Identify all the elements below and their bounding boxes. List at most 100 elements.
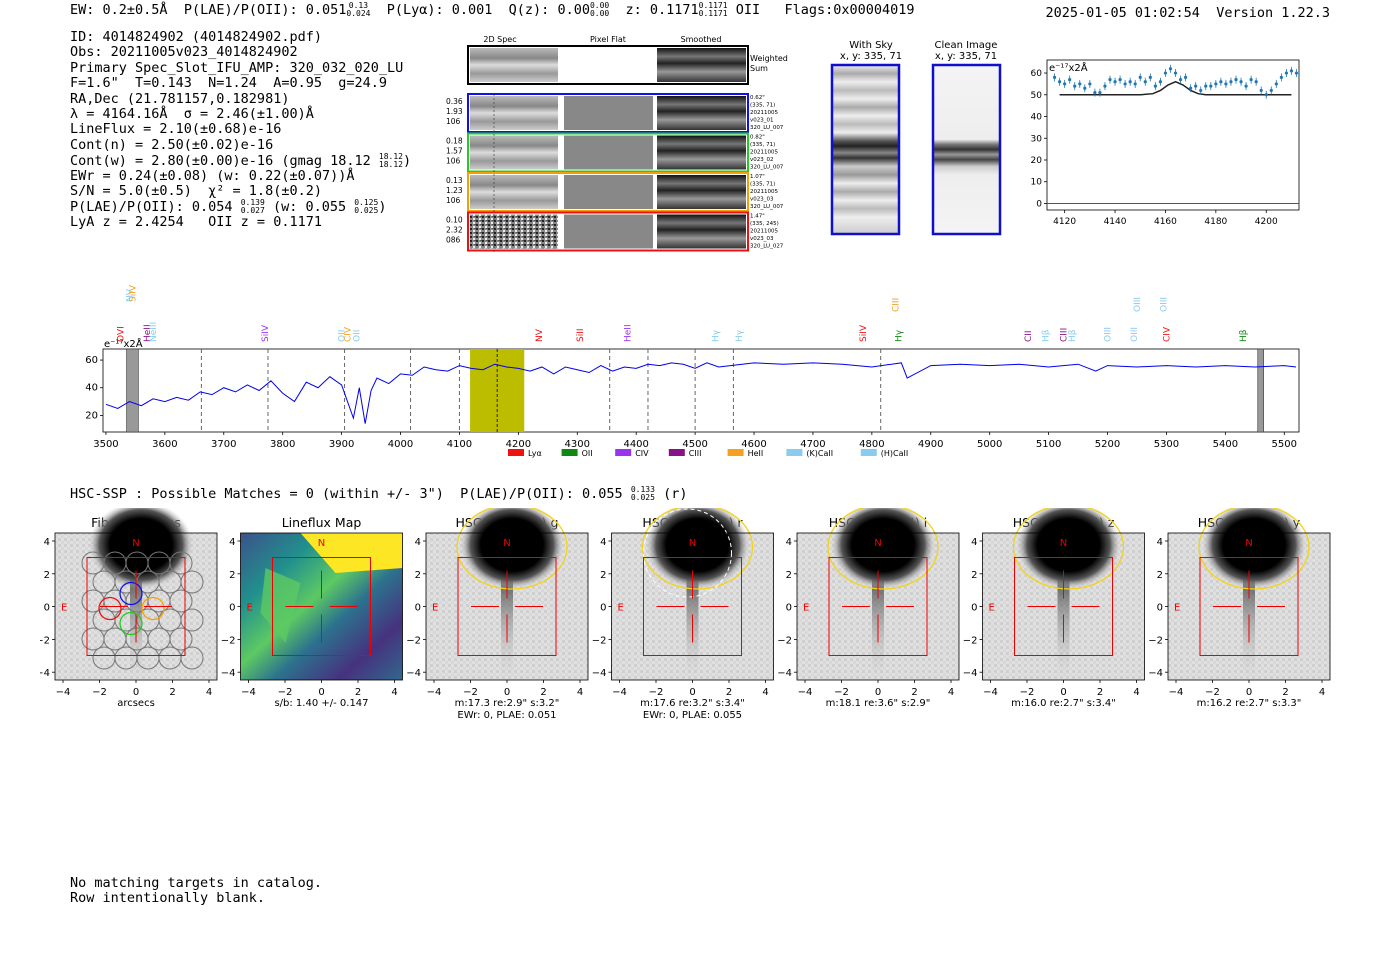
panel-y-tick-label: 2 — [971, 570, 977, 581]
footer-line-2: Row intentionally blank. — [70, 890, 266, 906]
spectrum-x-tick-label: 4100 — [447, 439, 472, 450]
legend-swatch — [508, 449, 524, 456]
panel-y-tick-label: 4 — [971, 537, 977, 548]
zoom-data — [1047, 64, 1299, 204]
zoom-point — [1113, 80, 1117, 84]
panel-y-tick-label: 0 — [600, 603, 606, 614]
panel-caption: m:18.1 re:3.6" s:2.9" — [826, 698, 931, 709]
cutout-right-label: v023_01 — [750, 118, 774, 124]
bright-source — [645, 508, 750, 589]
line-label: Hβ — [1042, 329, 1052, 342]
zoom-point — [1068, 77, 1072, 82]
header-plae: P(LAE)/P(OII): 0.051 — [183, 2, 347, 18]
line-label: OIII — [1133, 297, 1143, 312]
cutout-left-label: 106 — [446, 117, 461, 126]
spectrum-legend: Lyα OII CIV CIII HeII (K)CaII (H)CaII — [508, 449, 908, 458]
panel-y-tick-label: −4 — [777, 668, 792, 679]
weighted-label: Weighted — [750, 54, 788, 63]
header-qz-range: 0.00 0.00 — [589, 1, 610, 18]
fiber-circle — [180, 646, 204, 670]
cutout-2d — [470, 135, 558, 170]
highlight-fiber — [119, 611, 143, 636]
zoom-point — [1209, 84, 1213, 88]
panel-y-tick-label: 0 — [786, 603, 792, 614]
panel-x-tick-label: 4 — [577, 687, 583, 698]
panel-caption: m:17.6 re:3.2" s:3.4" — [640, 698, 745, 709]
spectrum-x-tick-label: 5200 — [1095, 439, 1120, 450]
zoom-x-tick-label: 4180 — [1204, 217, 1227, 227]
panel-y-tick-label: −2 — [1148, 635, 1163, 646]
spectrum-y-tick-label: 20 — [85, 410, 98, 421]
panel-caption: arcsecs — [117, 698, 155, 709]
cutout-right-label: 20211005 — [750, 150, 778, 156]
north-label: N — [1060, 538, 1067, 549]
footer-line-1: No matching targets in catalog. — [70, 875, 322, 891]
spectrum-unit-label: e⁻¹⁷x2Å — [104, 337, 143, 350]
info-sn: S/N = 5.0(±0.5) χ² = 1.8(±0.2) — [70, 182, 322, 199]
zoom-point — [1173, 71, 1178, 75]
panel-y-tick-label: 0 — [44, 603, 50, 614]
spectrum-x-tick-label: 5000 — [977, 439, 1002, 450]
zoom-point — [1118, 77, 1122, 82]
cutout-right-label: 20211005 — [750, 229, 778, 235]
north-label: N — [318, 538, 325, 549]
zoom-point — [1168, 67, 1173, 71]
header-z: z: 0.1171 — [625, 2, 699, 18]
panel-y-tick-label: −4 — [40, 668, 50, 679]
panel-y-tick-label: −4 — [406, 668, 421, 679]
spectrum-x-tick-label: 4300 — [565, 439, 590, 450]
bright-source — [1016, 508, 1121, 589]
panel-y-tick-label: 2 — [1157, 570, 1163, 581]
zoom-point — [1098, 91, 1102, 95]
spectrum-axes: 20 40 60 3500 3600 3700 3800 3900 4000 4100 4200 43… — [85, 355, 1297, 450]
weighted-2d — [470, 48, 558, 82]
panel-y-tick-label: −4 — [592, 668, 607, 679]
zoom-point — [1189, 86, 1193, 90]
cutout-right-label: 0.82" — [750, 135, 765, 141]
target-box — [457, 557, 557, 656]
image-panel: Lineflux Map N E −4 −2 0 2 4 4 2 0 −2 −4 s/b: 1.40 +/… — [221, 515, 403, 709]
lineflux-bright-region — [300, 533, 403, 573]
hsc-matches-band: (r) — [663, 486, 688, 502]
panel-y-tick-label: 4 — [229, 537, 235, 548]
zoom-x-tick-label: 4200 — [1255, 217, 1278, 227]
spectrum-x-tick-label: 5400 — [1213, 439, 1238, 450]
aperture-circle — [643, 508, 732, 598]
target-box — [1014, 557, 1113, 656]
east-label: E — [247, 603, 253, 614]
fiber-circle — [169, 627, 193, 651]
cutout-left-label: 0.36 — [446, 97, 463, 106]
with-sky-image — [830, 63, 901, 236]
zoom-point — [1163, 71, 1168, 75]
bright-source — [831, 508, 935, 589]
cutout-flat — [564, 96, 653, 130]
header-z-line: OII — [735, 2, 761, 18]
target-box — [828, 557, 928, 656]
fiber-circle — [169, 551, 193, 575]
zoom-point — [1269, 88, 1273, 93]
zoom-point — [1234, 77, 1238, 82]
cutout-left-label: 2.32 — [446, 226, 463, 235]
zoom-point — [1083, 86, 1087, 90]
panel-x-tick-label: 2 — [911, 687, 917, 698]
panel-y-tick-label: −2 — [963, 635, 978, 646]
panel-caption: m:16.0 re:2.7" s:3.4" — [1011, 698, 1116, 709]
with-sky-xy: x, y: 335, 71 — [840, 51, 902, 62]
legend-label: (H)CaII — [881, 449, 908, 458]
info-lineflux: LineFlux = 2.10(±0.68)e-16 — [70, 121, 282, 138]
spectrum-x-tick-label: 4200 — [506, 439, 531, 450]
zoom-point — [1259, 88, 1263, 93]
line-label: CIII — [891, 298, 901, 312]
source-ellipse — [641, 508, 754, 590]
panel-caption: m:16.2 re:2.7" s:3.3" — [1197, 698, 1302, 709]
zoom-axes: 0 10 20 30 40 50 60 4120 4140 4160 4180 4200 — [1031, 69, 1278, 227]
highlight-fiber — [98, 596, 122, 621]
zoom-point — [1244, 84, 1248, 88]
col-pixel-flat: Pixel Flat — [590, 35, 626, 44]
